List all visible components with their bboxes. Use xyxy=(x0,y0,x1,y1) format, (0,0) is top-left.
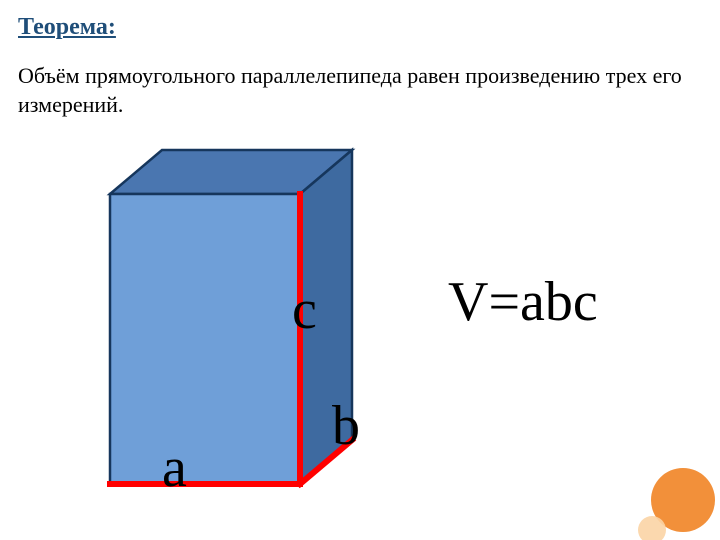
parallelepiped-svg xyxy=(104,144,358,490)
theorem-title: Теорема: xyxy=(18,14,116,41)
parallelepiped-diagram xyxy=(104,144,358,495)
theorem-body: Объём прямоугольного параллелепипеда рав… xyxy=(18,62,698,119)
box-front-face xyxy=(110,194,300,484)
slide: Теорема: Объём прямоугольного параллелеп… xyxy=(0,0,720,540)
label-formula: V=abc xyxy=(448,270,598,334)
decor-circle-2 xyxy=(638,516,666,540)
label-a: a xyxy=(162,436,187,500)
label-c: c xyxy=(292,278,317,342)
label-b: b xyxy=(332,394,360,458)
